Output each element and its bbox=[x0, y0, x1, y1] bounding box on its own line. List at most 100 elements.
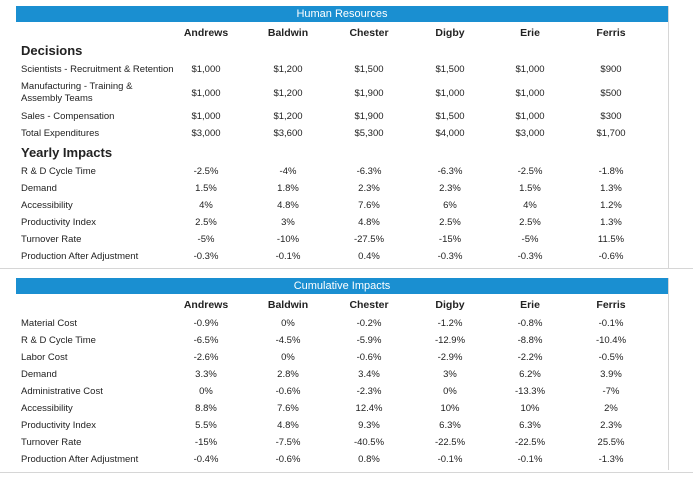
cumulative-cell-r-and-d-cycle-time-5: -10.4% bbox=[595, 335, 627, 346]
decisions-row-manufacturing-training-and-assembly-teams: Manufacturing - Training & Assembly Team… bbox=[16, 81, 668, 107]
cumulative-panel-bottom-border bbox=[0, 472, 693, 473]
cumulative-cell-material-cost-3: -1.2% bbox=[437, 318, 463, 329]
cumulative-cell-r-and-d-cycle-time-4: -8.8% bbox=[517, 335, 543, 346]
decisions-cell-scientists-recruitment-and-retention-4: $1,000 bbox=[515, 64, 545, 75]
hr-panel-right-border bbox=[668, 6, 669, 268]
cumulative-cell-production-after-adjustment-0: -0.4% bbox=[193, 454, 219, 465]
cumulative-cell-turnover-rate-1: -7.5% bbox=[275, 437, 301, 448]
cumulative-panel: Cumulative Impacts Andrews Baldwin Chester… bbox=[16, 278, 668, 470]
impacts-cell-production-after-adjustment-5: -0.6% bbox=[598, 251, 624, 262]
cumulative-row-administrative-cost: Administrative Cost 0% -0.6% -2.3% 0% -13.3% -… bbox=[16, 386, 668, 398]
cumulative-cell-r-and-d-cycle-time-1: -4.5% bbox=[275, 335, 301, 346]
cumulative-cell-administrative-cost-5: -7% bbox=[602, 386, 620, 397]
cumulative-cell-administrative-cost-4: -13.3% bbox=[514, 386, 546, 397]
cumulative-cell-productivity-index-2: 9.3% bbox=[358, 420, 380, 431]
cumulative-row-productivity-index: Productivity Index 5.5% 4.8% 9.3% 6.3% 6.3% 2.… bbox=[16, 420, 668, 432]
cum-header-ferris: Ferris bbox=[596, 299, 626, 311]
cumulative-cell-turnover-rate-4: -22.5% bbox=[514, 437, 546, 448]
impacts-label-production-after-adjustment: Production After Adjustment bbox=[21, 251, 139, 262]
decisions-cell-manufacturing-training-and-assembly-teams-2: $1,900 bbox=[354, 88, 384, 99]
hr-panel-bottom-border bbox=[0, 268, 693, 269]
impacts-cell-accessibility-4: 4% bbox=[523, 200, 537, 211]
decisions-label-manufacturing-training-and-assembly-teams: Manufacturing - Training & Assembly Team… bbox=[21, 81, 133, 104]
cumulative-cell-r-and-d-cycle-time-0: -6.5% bbox=[193, 335, 219, 346]
cumulative-cell-productivity-index-5: 2.3% bbox=[600, 420, 622, 431]
hr-header-baldwin: Baldwin bbox=[267, 27, 309, 39]
decisions-cell-manufacturing-training-and-assembly-teams-5: $500 bbox=[600, 88, 622, 99]
cumulative-label-r-and-d-cycle-time: R & D Cycle Time bbox=[21, 335, 96, 346]
cumulative-cell-production-after-adjustment-1: -0.6% bbox=[275, 454, 301, 465]
cumulative-cell-material-cost-2: -0.2% bbox=[356, 318, 382, 329]
hr-header-digby: Digby bbox=[435, 27, 465, 39]
cumulative-cell-labor-cost-3: -2.9% bbox=[437, 352, 463, 363]
impacts-cell-production-after-adjustment-2: 0.4% bbox=[358, 251, 380, 262]
cumulative-row-accessibility: Accessibility 8.8% 7.6% 12.4% 10% 10% 2% bbox=[16, 403, 668, 415]
cumulative-label-production-after-adjustment: Production After Adjustment bbox=[21, 454, 139, 465]
decisions-label-scientists-recruitment-and-retention: Scientists - Recruitment & Retention bbox=[21, 64, 174, 75]
decisions-label-total-expenditures: Total Expenditures bbox=[21, 128, 100, 139]
cum-header-digby: Digby bbox=[435, 299, 465, 311]
decisions-cell-scientists-recruitment-and-retention-1: $1,200 bbox=[273, 64, 303, 75]
cumulative-cell-production-after-adjustment-3: -0.1% bbox=[437, 454, 463, 465]
impacts-cell-production-after-adjustment-0: -0.3% bbox=[193, 251, 219, 262]
cumulative-cell-material-cost-0: -0.9% bbox=[193, 318, 219, 329]
decisions-cell-manufacturing-training-and-assembly-teams-0: $1,000 bbox=[191, 88, 221, 99]
decisions-cell-manufacturing-training-and-assembly-teams-3: $1,000 bbox=[435, 88, 465, 99]
cumulative-label-material-cost: Material Cost bbox=[21, 318, 77, 329]
impacts-row-production-after-adjustment: Production After Adjustment -0.3% -0.1% 0.4… bbox=[16, 251, 668, 263]
cumulative-cell-accessibility-4: 10% bbox=[520, 403, 540, 414]
hr-panel: Human Resources Andrews Baldwin Chester Dig… bbox=[16, 6, 668, 268]
cumulative-cell-productivity-index-0: 5.5% bbox=[195, 420, 217, 431]
cumulative-cell-demand-5: 3.9% bbox=[600, 369, 622, 380]
impacts-cell-accessibility-5: 1.2% bbox=[600, 200, 622, 211]
cumulative-cell-production-after-adjustment-5: -1.3% bbox=[598, 454, 624, 465]
impacts-cell-productivity-index-2: 4.8% bbox=[358, 217, 380, 228]
decisions-cell-total-expenditures-2: $5,300 bbox=[354, 128, 384, 139]
impacts-label-demand: Demand bbox=[21, 183, 57, 194]
cumulative-row-material-cost: Material Cost -0.9% 0% -0.2% -1.2% -0.8% -0.1% bbox=[16, 318, 668, 330]
cumulative-cell-turnover-rate-5: 25.5% bbox=[597, 437, 625, 448]
cumulative-cell-demand-4: 6.2% bbox=[519, 369, 541, 380]
impacts-cell-productivity-index-0: 2.5% bbox=[195, 217, 217, 228]
cumulative-cell-accessibility-5: 2% bbox=[604, 403, 618, 414]
impacts-cell-production-after-adjustment-3: -0.3% bbox=[437, 251, 463, 262]
cumulative-cell-labor-cost-0: -2.6% bbox=[193, 352, 219, 363]
cumulative-cell-administrative-cost-1: -0.6% bbox=[275, 386, 301, 397]
cumulative-cell-production-after-adjustment-2: 0.8% bbox=[358, 454, 380, 465]
cumulative-row-turnover-rate: Turnover Rate -15% -7.5% -40.5% -22.5% -22.5%… bbox=[16, 437, 668, 449]
impacts-cell-r-and-d-cycle-time-0: -2.5% bbox=[193, 166, 219, 177]
hr-header-andrews: Andrews bbox=[183, 27, 229, 39]
cumulative-cell-productivity-index-4: 6.3% bbox=[519, 420, 541, 431]
impacts-row-accessibility: Accessibility 4% 4.8% 7.6% 6% 4% 1.2% bbox=[16, 200, 668, 212]
impacts-cell-demand-2: 2.3% bbox=[358, 183, 380, 194]
decisions-cell-sales-compensation-2: $1,900 bbox=[354, 111, 384, 122]
cumulative-row-production-after-adjustment: Production After Adjustment -0.4% -0.6% 0.8… bbox=[16, 454, 668, 466]
cumulative-cell-administrative-cost-2: -2.3% bbox=[356, 386, 382, 397]
yearly-impacts-heading: Yearly Impacts bbox=[21, 145, 113, 160]
hr-header-chester: Chester bbox=[349, 27, 389, 39]
cumulative-row-r-and-d-cycle-time: R & D Cycle Time -6.5% -4.5% -5.9% -12.9% -8.… bbox=[16, 335, 668, 347]
impacts-label-productivity-index: Productivity Index bbox=[21, 217, 96, 228]
decisions-row-scientists-recruitment-and-retention: Scientists - Recruitment & Retention $1,0… bbox=[16, 64, 668, 76]
decisions-heading: Decisions bbox=[21, 43, 83, 58]
cumulative-label-demand: Demand bbox=[21, 369, 57, 380]
impacts-row-turnover-rate: Turnover Rate -5% -10% -27.5% -15% -5% 11.5% bbox=[16, 234, 668, 246]
cumulative-row-labor-cost: Labor Cost -2.6% 0% -0.6% -2.9% -2.2% -0.5% bbox=[16, 352, 668, 364]
impacts-cell-turnover-rate-1: -10% bbox=[276, 234, 300, 245]
impacts-cell-r-and-d-cycle-time-5: -1.8% bbox=[598, 166, 624, 177]
cumulative-cell-demand-3: 3% bbox=[443, 369, 457, 380]
impacts-cell-demand-3: 2.3% bbox=[439, 183, 461, 194]
impacts-row-demand: Demand 1.5% 1.8% 2.3% 2.3% 1.5% 1.3% bbox=[16, 183, 668, 195]
cumulative-cell-turnover-rate-3: -22.5% bbox=[434, 437, 466, 448]
cumulative-cell-demand-2: 3.4% bbox=[358, 369, 380, 380]
impacts-cell-turnover-rate-4: -5% bbox=[521, 234, 539, 245]
impacts-cell-demand-5: 1.3% bbox=[600, 183, 622, 194]
impacts-cell-r-and-d-cycle-time-1: -4% bbox=[279, 166, 297, 177]
decisions-cell-sales-compensation-4: $1,000 bbox=[515, 111, 545, 122]
impacts-cell-production-after-adjustment-1: -0.1% bbox=[275, 251, 301, 262]
cumulative-label-labor-cost: Labor Cost bbox=[21, 352, 68, 363]
cumulative-cell-labor-cost-1: 0% bbox=[281, 352, 295, 363]
cumulative-label-productivity-index: Productivity Index bbox=[21, 420, 96, 431]
hr-header-erie: Erie bbox=[520, 27, 540, 39]
cumulative-panel-right-border bbox=[668, 278, 669, 470]
